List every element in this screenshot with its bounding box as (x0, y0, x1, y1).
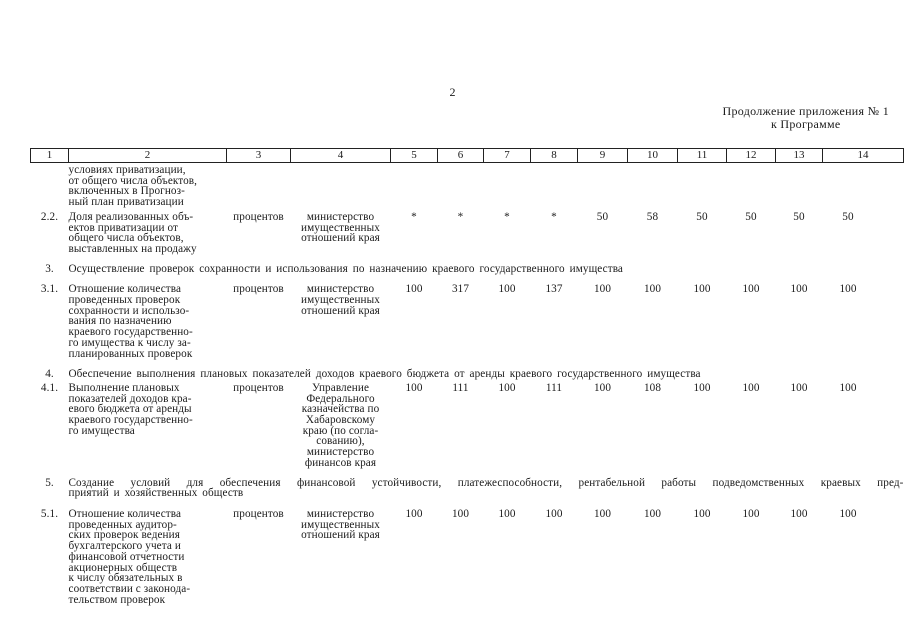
unit-cell: процентов (233, 283, 284, 296)
header-cell: 2 (68, 148, 227, 163)
header-cell: 5 (390, 148, 438, 163)
value-cell: 100 (643, 283, 662, 296)
header-cell: 14 (822, 148, 904, 163)
value-cell: 100 (839, 381, 857, 394)
header-cell: 12 (726, 148, 776, 163)
indicator-label: Доля реализованных объ- ектов приватизац… (68, 210, 197, 255)
unit-cell: процентов (233, 381, 284, 394)
value-cell: 50 (696, 210, 708, 223)
value-cell: 317 (451, 283, 470, 296)
empty-cells (227, 163, 904, 208)
value-cell: 137 (545, 283, 563, 296)
value-cell: 100 (498, 381, 516, 394)
responsible-org-cell: министерство имущественных отношений кра… (301, 283, 380, 317)
header-cell: 6 (437, 148, 484, 163)
value-cell: 100 (405, 507, 423, 520)
value-cell: 50 (842, 210, 854, 223)
value-cell: * (411, 210, 417, 223)
header-cell: 1 (30, 148, 69, 163)
table-row-carryover: условиях приватизации, от общего числа о… (31, 163, 904, 208)
value-cell: 100 (593, 283, 612, 296)
value-cell: 100 (593, 381, 612, 394)
value-cell: * (551, 210, 557, 223)
continuation-line1: Продолжение приложения № 1 (722, 104, 889, 118)
value-cell: 111 (545, 381, 563, 394)
value-cell: 100 (693, 283, 711, 296)
row-number (31, 163, 69, 208)
row-number: 5.1. (40, 507, 59, 520)
table-row-section-4: 4. Обеспечение выполнения плановых показ… (31, 359, 904, 380)
value-cell: 50 (745, 210, 757, 223)
table-row-section-3: 3. Осуществление проверок сохранности и … (31, 255, 904, 275)
value-cell: 100 (405, 283, 423, 296)
value-cell: 50 (596, 210, 609, 223)
unit-cell: процентов (233, 507, 284, 520)
value-cell: 100 (742, 381, 760, 394)
value-cell: * (504, 210, 510, 223)
section-title-line1: Создание условий для обеспечения финансо… (68, 476, 904, 489)
value-cell: 100 (451, 507, 470, 520)
header-cell: 13 (775, 148, 823, 163)
table-row-3-1: 3.1. Отношение количества проведенных пр… (31, 274, 904, 359)
header-cell: 9 (577, 148, 628, 163)
unit-cell: процентов (233, 210, 284, 223)
value-cell: 100 (742, 283, 760, 296)
row-number: 3.1. (40, 283, 59, 296)
value-cell: 100 (405, 381, 423, 394)
value-cell: * (457, 210, 464, 223)
responsible-org-cell: Управление Федерального казначейства по … (301, 381, 380, 469)
header-cell: 8 (530, 148, 578, 163)
value-cell: 100 (742, 507, 760, 520)
value-cell: 100 (693, 507, 711, 520)
value-cell: 100 (790, 283, 808, 296)
value-cell: 100 (498, 283, 516, 296)
continuation-line2: к Программе (770, 117, 841, 131)
value-cell: 100 (498, 507, 516, 520)
value-cell: 50 (793, 210, 805, 223)
header-cell: 3 (226, 148, 291, 163)
row-number: 4.1. (40, 381, 59, 394)
header-cell: 10 (627, 148, 678, 163)
value-cell: 100 (693, 381, 711, 394)
value-cell: 100 (839, 507, 857, 520)
section-title: Создание условий для обеспечения финансо… (69, 469, 904, 499)
table-row-4-1: 4.1. Выполнение плановых показателей дох… (31, 380, 904, 469)
header-cell: 4 (290, 148, 391, 163)
value-cell: 111 (452, 381, 469, 394)
indicators-table: 1 2 3 4 5 6 7 8 9 10 11 12 13 14 условия… (30, 148, 904, 605)
section-title: Обеспечение выполнения плановых показате… (68, 368, 701, 381)
indicator-label: Отношение количества проведенных аудитор… (68, 507, 191, 606)
value-cell: 108 (643, 381, 662, 394)
carryover-label: условиях приватизации, от общего числа о… (68, 164, 198, 209)
table-header-row: 1 2 3 4 5 6 7 8 9 10 11 12 13 14 (30, 148, 904, 163)
table-row-section-5: 5. Создание условий для обеспечения фина… (31, 469, 904, 499)
value-cell: 100 (643, 507, 662, 520)
table-row-5-1: 5.1. Отношение количества проведенных ау… (31, 499, 904, 605)
row-number: 5. (45, 476, 54, 489)
indicator-label: Выполнение плановых показателей доходов … (68, 381, 193, 437)
value-cell: 100 (593, 507, 612, 520)
table-row-2-2: 2.2. Доля реализованных объ- ектов прива… (31, 208, 904, 255)
header-cell: 7 (483, 148, 531, 163)
page-number: 2 (449, 85, 456, 99)
header-cell: 11 (677, 148, 727, 163)
row-number: 3. (45, 262, 54, 275)
section-title: Осуществление проверок сохранности и исп… (68, 262, 623, 275)
row-number: 4. (45, 368, 54, 381)
value-cell: 100 (545, 507, 563, 520)
responsible-org-cell: министерство имущественных отношений кра… (301, 507, 380, 542)
section-title-line2: приятий и хозяйственных обществ (68, 487, 244, 500)
value-cell: 100 (790, 381, 808, 394)
value-cell: 100 (790, 507, 808, 520)
value-cell: 58 (646, 210, 659, 223)
continuation-note: Продолжение приложения № 1 к Программе (723, 105, 890, 131)
responsible-org-cell: министерство имущественных отношений кра… (301, 210, 380, 245)
row-number: 2.2. (40, 210, 59, 223)
indicator-label: Отношение количества проведенных проверо… (68, 283, 193, 360)
value-cell: 100 (839, 283, 857, 296)
